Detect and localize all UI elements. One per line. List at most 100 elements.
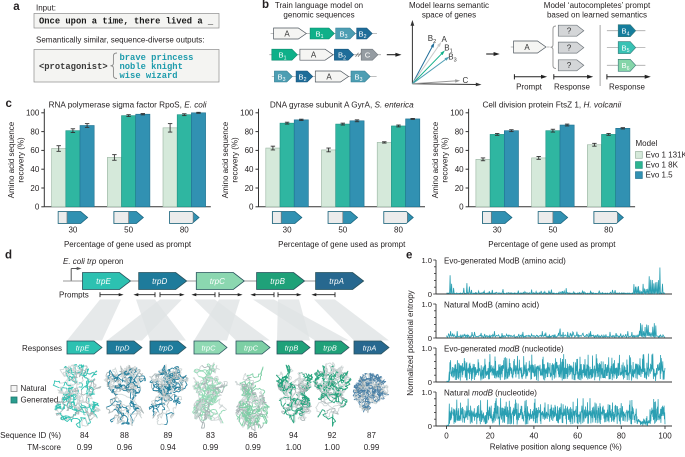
svg-text:89: 89 bbox=[164, 431, 173, 440]
svg-text:based on learned semantics: based on learned semantics bbox=[547, 11, 647, 20]
svg-text:e: e bbox=[406, 250, 412, 262]
svg-text:80: 80 bbox=[30, 127, 39, 136]
svg-text:Amino acid sequence: Amino acid sequence bbox=[7, 121, 16, 198]
svg-text:60: 60 bbox=[30, 146, 39, 155]
svg-text:trpA: trpA bbox=[363, 343, 377, 352]
svg-text:a: a bbox=[13, 1, 20, 13]
svg-text:20: 20 bbox=[486, 432, 495, 441]
svg-text:Evo-generated ModB (amino acid: Evo-generated ModB (amino acid) bbox=[444, 257, 566, 266]
svg-text:0: 0 bbox=[428, 378, 432, 387]
svg-text:94: 94 bbox=[289, 431, 298, 440]
svg-text:trpB: trpB bbox=[270, 277, 285, 286]
svg-text:0: 0 bbox=[428, 422, 432, 431]
svg-text:TM-score: TM-score bbox=[27, 443, 61, 452]
svg-text:40: 40 bbox=[529, 432, 538, 441]
svg-text:86: 86 bbox=[249, 431, 258, 440]
svg-text:wise wizard: wise wizard bbox=[120, 71, 178, 81]
svg-text:trpD: trpD bbox=[159, 343, 174, 352]
svg-text:Semantically similar, sequence: Semantically similar, sequence-diverse o… bbox=[36, 36, 205, 45]
svg-text:Evo-generated modB (nucleotide: Evo-generated modB (nucleotide) bbox=[444, 345, 564, 354]
svg-text:recovery (%): recovery (%) bbox=[231, 137, 240, 183]
svg-text:Percentage of gene used as pro: Percentage of gene used as prompt bbox=[488, 240, 616, 249]
svg-text:100: 100 bbox=[240, 109, 254, 118]
svg-text:trpE: trpE bbox=[76, 343, 90, 352]
svg-text:Responses: Responses bbox=[22, 344, 62, 353]
svg-text:20: 20 bbox=[455, 184, 464, 193]
svg-text:80: 80 bbox=[394, 225, 403, 234]
svg-text:A: A bbox=[524, 43, 530, 52]
svg-text:trpE: trpE bbox=[96, 277, 111, 286]
svg-text:Input:: Input: bbox=[36, 4, 56, 13]
svg-text:40: 40 bbox=[30, 165, 39, 174]
svg-text:trpB: trpB bbox=[323, 343, 337, 352]
svg-text:0: 0 bbox=[35, 203, 40, 212]
svg-text:0.99: 0.99 bbox=[364, 443, 380, 452]
svg-text:1.0: 1.0 bbox=[421, 344, 432, 353]
svg-text:Prompts: Prompts bbox=[59, 291, 89, 300]
svg-text:60: 60 bbox=[573, 432, 582, 441]
svg-text:trpB: trpB bbox=[285, 343, 299, 352]
svg-text:Amino acid sequence: Amino acid sequence bbox=[431, 121, 440, 198]
svg-text:30: 30 bbox=[68, 225, 77, 234]
svg-text:87: 87 bbox=[367, 431, 376, 440]
svg-text:30: 30 bbox=[283, 225, 292, 234]
svg-text:83: 83 bbox=[206, 431, 215, 440]
svg-text:Percentage of gene used as pro: Percentage of gene used as prompt bbox=[64, 240, 192, 249]
svg-text:Model ‘autocompletes’ prompt: Model ‘autocompletes’ prompt bbox=[544, 1, 651, 10]
svg-text:c: c bbox=[6, 98, 13, 110]
svg-text:genomic sequences: genomic sequences bbox=[283, 11, 354, 20]
svg-text:A: A bbox=[326, 72, 332, 81]
svg-text:Percentage of gene used as pro: Percentage of gene used as prompt bbox=[278, 240, 406, 249]
svg-text:recovery (%): recovery (%) bbox=[441, 137, 450, 183]
svg-text:50: 50 bbox=[548, 225, 557, 234]
svg-text:100: 100 bbox=[658, 432, 672, 441]
svg-text:?: ? bbox=[567, 61, 572, 70]
svg-text:0: 0 bbox=[428, 290, 432, 299]
svg-text:0.99: 0.99 bbox=[203, 443, 219, 452]
svg-text:60: 60 bbox=[455, 146, 464, 155]
svg-text:84: 84 bbox=[80, 431, 89, 440]
svg-text:80: 80 bbox=[604, 225, 613, 234]
svg-text:E. coli trp operon: E. coli trp operon bbox=[63, 257, 123, 266]
svg-text:Sequence ID (%): Sequence ID (%) bbox=[0, 431, 61, 440]
svg-text:100: 100 bbox=[450, 109, 464, 118]
svg-text:20: 20 bbox=[30, 184, 39, 193]
svg-text:80: 80 bbox=[617, 432, 626, 441]
svg-text:space of genes: space of genes bbox=[422, 11, 476, 20]
svg-text:0: 0 bbox=[428, 334, 432, 343]
svg-text:trpC: trpC bbox=[210, 277, 225, 286]
svg-text:trpA: trpA bbox=[329, 277, 344, 286]
svg-text:C: C bbox=[365, 51, 371, 60]
svg-text:60: 60 bbox=[245, 146, 254, 155]
svg-text:Prompt: Prompt bbox=[516, 83, 543, 92]
svg-text:DNA gyrase subunit A GyrA, S.: DNA gyrase subunit A GyrA, S. enterica bbox=[270, 101, 414, 110]
svg-text:40: 40 bbox=[455, 165, 464, 174]
svg-text:trpD: trpD bbox=[116, 343, 131, 352]
svg-text:88: 88 bbox=[120, 431, 129, 440]
svg-text:Natural ModB (amino acid): Natural ModB (amino acid) bbox=[444, 301, 539, 310]
svg-text:C: C bbox=[463, 76, 469, 85]
svg-text:80: 80 bbox=[455, 127, 464, 136]
svg-text:Amino acid sequence: Amino acid sequence bbox=[221, 121, 230, 198]
svg-text:Train language model on: Train language model on bbox=[275, 1, 363, 10]
svg-text:1.0: 1.0 bbox=[421, 256, 432, 265]
svg-text:A: A bbox=[284, 29, 290, 38]
svg-text:recovery (%): recovery (%) bbox=[16, 137, 25, 183]
svg-text:80: 80 bbox=[245, 127, 254, 136]
svg-text:80: 80 bbox=[180, 225, 189, 234]
svg-text:30: 30 bbox=[493, 225, 502, 234]
svg-text:Evo 1.5: Evo 1.5 bbox=[646, 171, 674, 180]
svg-text:Relative position along sequen: Relative position along sequence (%) bbox=[490, 443, 622, 452]
svg-text:50: 50 bbox=[124, 225, 133, 234]
svg-text:1.00: 1.00 bbox=[324, 443, 340, 452]
svg-text:Natural: Natural bbox=[21, 384, 47, 393]
svg-text:100: 100 bbox=[26, 109, 40, 118]
svg-text:1.0: 1.0 bbox=[421, 388, 432, 397]
svg-text:trpC: trpC bbox=[202, 343, 217, 352]
svg-text:0.96: 0.96 bbox=[117, 443, 133, 452]
svg-text:Once upon a time, there lived: Once upon a time, there lived a _ bbox=[39, 17, 214, 27]
svg-text:0: 0 bbox=[249, 203, 254, 212]
svg-text:20: 20 bbox=[245, 184, 254, 193]
svg-text:1.0: 1.0 bbox=[421, 300, 432, 309]
svg-text:50: 50 bbox=[338, 225, 347, 234]
